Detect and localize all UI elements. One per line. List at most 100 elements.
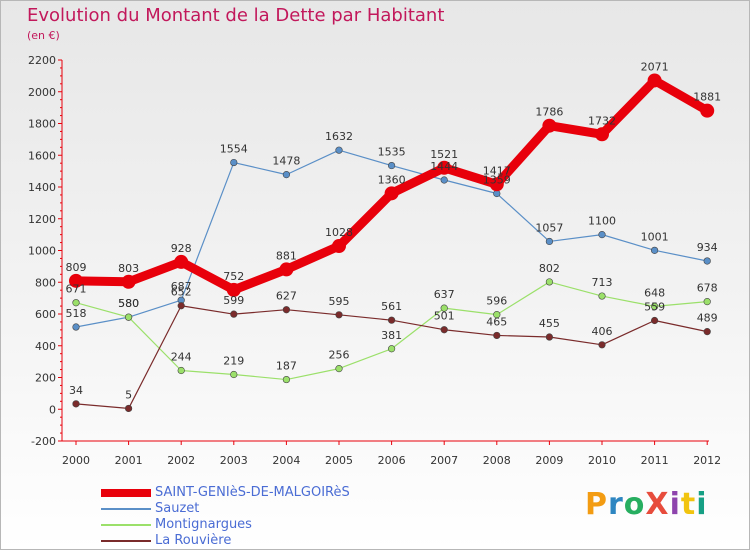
y-tick-label: 2000 [28,86,56,99]
y-tick-label: 2200 [28,54,56,67]
data-label: 561 [381,300,402,313]
data-point [388,161,396,170]
data-point [332,239,346,254]
x-tick-label: 2003 [220,454,248,467]
x-tick-label: 2009 [535,454,563,467]
data-point [440,176,448,184]
data-label: 648 [644,286,665,299]
data-point [647,73,662,88]
data-point [388,345,396,353]
data-point [598,231,606,239]
legend-swatch [101,540,151,542]
data-label: 406 [592,325,613,338]
x-tick-label: 2011 [641,454,669,467]
data-label: 809 [66,261,87,274]
data-label: 219 [223,354,244,367]
x-tick-label: 2005 [325,454,353,467]
data-point [545,278,554,286]
data-label: 381 [381,329,402,342]
brand-letter: o [623,487,646,522]
data-label: 518 [66,307,87,320]
data-label: 559 [644,301,665,314]
data-point [650,302,659,310]
y-tick-label: 200 [35,372,56,385]
data-point [177,302,185,310]
x-tick-label: 2001 [115,454,143,467]
data-label: 5 [125,388,132,401]
series-layer [69,73,715,413]
legend-swatch [101,489,151,497]
data-label: 1359 [483,174,511,187]
data-point [493,311,501,319]
data-point [650,246,659,254]
data-label: 652 [171,286,192,299]
data-label: 752 [223,270,244,283]
y-tick-label: 1000 [28,245,56,258]
data-point [598,292,606,300]
data-point [595,127,609,142]
data-label: 580 [118,297,139,310]
data-point [545,333,554,341]
data-point [335,365,343,373]
data-label: 256 [329,349,350,362]
data-label: 187 [276,360,297,373]
data-label: 244 [171,351,192,364]
y-tick-label: 1800 [28,118,56,131]
data-label: 627 [276,290,297,303]
legend-label: Sauzet [155,501,200,516]
x-tick-label: 2004 [272,454,300,467]
data-label: 455 [539,317,560,330]
data-label: 596 [486,295,507,308]
data-label: 1535 [378,146,406,159]
brand-letter: i [696,487,708,522]
data-label: 678 [697,282,718,295]
y-tick-label: -200 [31,435,56,448]
data-label: 501 [434,310,455,323]
data-label: 1444 [430,160,458,173]
data-point [72,400,80,408]
brand-letter: r [608,487,624,522]
y-tick-label: 1200 [28,213,56,226]
y-tick-label: 800 [35,276,56,289]
data-point [226,282,241,297]
data-label: 595 [329,295,350,308]
axes: -200 0 200 400 600 800 1000 1200 1400 1600 1800 200… [28,54,721,467]
data-point [703,257,711,265]
data-point [230,158,238,167]
brand-letter: i [669,487,681,522]
data-label: 928 [171,242,192,255]
data-point [72,323,80,331]
data-label: 1478 [272,155,300,168]
data-point [703,328,711,336]
data-label: 580 [118,297,139,310]
data-point [437,160,452,175]
data-label: 1632 [325,130,353,143]
y-tick-label: 600 [35,308,56,321]
legend-label: La Rouvière [155,533,232,548]
data-label: 1786 [535,106,563,119]
data-label: 803 [118,262,139,275]
data-point [703,298,711,306]
data-label: 1881 [693,91,721,104]
data-label: 1001 [641,230,669,243]
data-point [542,118,557,133]
data-label: 1057 [535,221,563,234]
legend-swatch [101,524,151,526]
data-point [493,331,501,340]
data-label: 687 [171,280,192,293]
data-label: 881 [276,249,297,262]
data-point [335,146,343,154]
data-point [174,254,189,269]
data-label: 1554 [220,143,248,156]
legend-swatch [101,508,151,510]
chart-title: Evolution du Montant de la Dette par Hab… [27,5,445,26]
data-point [279,262,294,277]
y-tick-label: 400 [35,340,56,353]
data-label: 1521 [430,148,458,161]
data-point [230,370,238,379]
data-point [282,171,291,179]
data-label: 934 [697,241,718,254]
data-point [384,186,399,201]
